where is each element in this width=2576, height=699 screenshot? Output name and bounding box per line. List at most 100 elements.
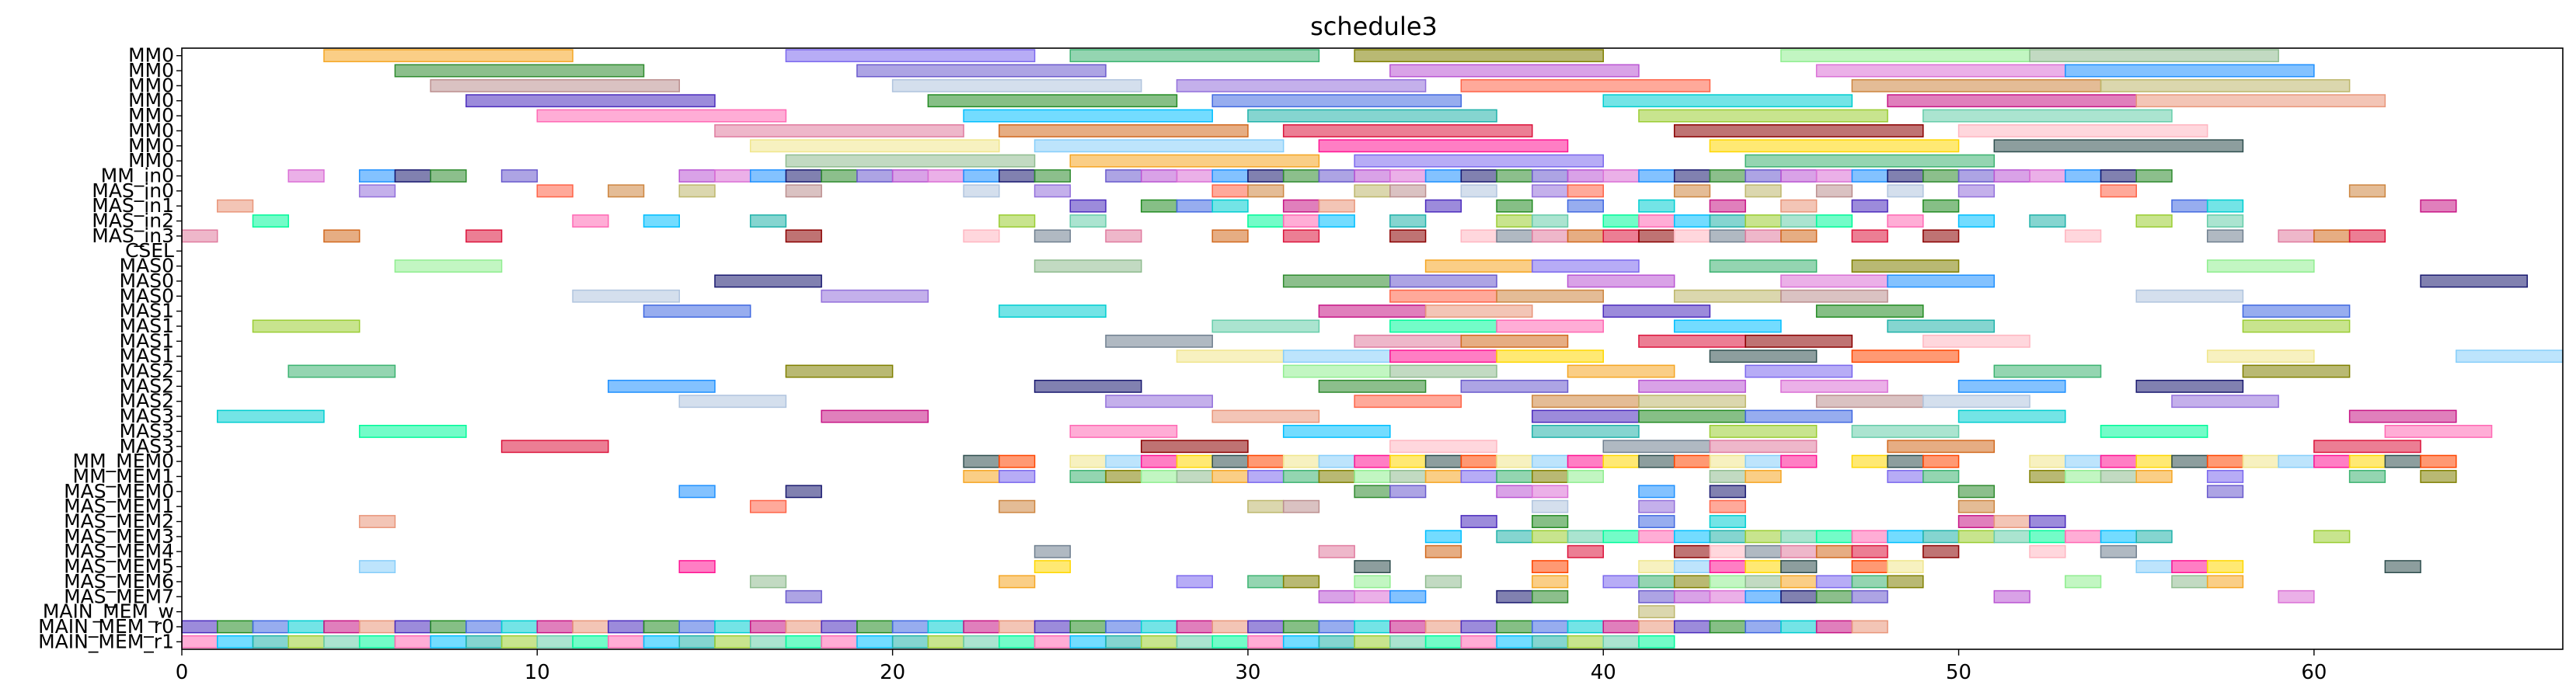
task-bar — [1638, 334, 1746, 348]
task-bar — [1745, 470, 1782, 483]
task-bar — [1105, 620, 1142, 634]
task-bar — [1673, 184, 1711, 198]
task-bar — [1247, 635, 1285, 649]
task-bar — [1069, 154, 1320, 168]
task-bar — [2135, 214, 2173, 228]
task-bar — [1211, 454, 1249, 468]
task-bar — [2135, 470, 2173, 483]
task-bar — [2100, 454, 2137, 468]
task-bar — [1567, 544, 1605, 558]
task-bar — [1496, 319, 1605, 333]
task-bar — [643, 214, 680, 228]
task-bar — [1709, 139, 1960, 153]
task-bar — [1532, 184, 1569, 198]
task-bar — [1318, 199, 1355, 213]
task-bar — [1957, 485, 1996, 499]
task-bar — [1532, 425, 1640, 438]
task-bar — [1709, 544, 1746, 558]
y-tick-label: MAS1 — [120, 300, 174, 322]
y-tick-label: MAS_in2 — [92, 210, 174, 232]
y-tick-label: MM_MEM0 — [73, 450, 174, 472]
task-bar — [430, 169, 467, 183]
task-bar — [1745, 169, 1782, 183]
task-bar — [1211, 229, 1249, 243]
task-bar — [1532, 169, 1569, 183]
task-bar — [1780, 589, 1818, 603]
task-bar — [2420, 199, 2457, 213]
task-bar — [1176, 635, 1213, 649]
task-bar — [394, 635, 431, 649]
task-bar — [999, 499, 1036, 513]
y-tick-label: MAS_MEM0 — [64, 480, 174, 503]
task-bar — [1460, 78, 1711, 92]
y-tick-label: MAS_MEM1 — [64, 495, 174, 517]
task-bar — [2065, 169, 2102, 183]
task-bar — [785, 589, 822, 603]
task-bar — [1069, 470, 1107, 483]
task-bar — [1638, 199, 1675, 213]
task-bar — [536, 184, 573, 198]
task-bar — [2029, 470, 2066, 483]
task-bar — [1638, 620, 1675, 634]
task-bar — [927, 94, 1178, 108]
task-bar — [1496, 589, 1533, 603]
task-bar — [1957, 530, 1996, 544]
task-bar — [2206, 560, 2244, 574]
task-bar — [999, 124, 1249, 137]
task-bar — [1638, 515, 1675, 528]
task-bar — [891, 78, 1142, 92]
task-bar — [1282, 364, 1391, 378]
task-bar — [1496, 530, 1533, 544]
task-bar — [1034, 560, 1072, 574]
task-bar — [1211, 635, 1249, 649]
task-bar — [1532, 395, 1640, 409]
task-bar — [785, 364, 894, 378]
task-bar — [1638, 589, 1675, 603]
task-bar — [1282, 499, 1320, 513]
task-bar — [1105, 454, 1142, 468]
x-tick-label: 50 — [1946, 661, 1971, 684]
task-bar — [2065, 470, 2102, 483]
task-bar — [1638, 530, 1675, 544]
task-bar — [1957, 214, 1996, 228]
y-tick-label: MM_MEM1 — [73, 464, 174, 487]
task-bar — [1389, 169, 1427, 183]
task-bar — [2206, 470, 2244, 483]
task-bar — [1034, 229, 1072, 243]
task-bar — [323, 229, 361, 243]
task-bar — [394, 620, 431, 634]
task-bar — [1745, 575, 1782, 589]
task-bar — [1567, 454, 1605, 468]
task-bar — [1887, 560, 1924, 574]
task-bar — [999, 470, 1036, 483]
task-bar — [1887, 319, 1996, 333]
task-bar — [1851, 530, 1888, 544]
task-bar — [821, 620, 858, 634]
task-bar — [1745, 620, 1782, 634]
task-bar — [608, 620, 645, 634]
task-bar — [2348, 409, 2457, 423]
task-bar — [1211, 199, 1249, 213]
task-bar — [1389, 589, 1427, 603]
task-bar — [465, 635, 503, 649]
task-bar — [999, 575, 1036, 589]
task-bar — [1993, 169, 2030, 183]
task-bar — [2029, 49, 2279, 63]
task-bar — [1567, 364, 1675, 378]
task-bar — [1815, 589, 1853, 603]
task-bar — [2029, 544, 2066, 558]
task-bar — [2313, 530, 2351, 544]
task-bar — [1673, 289, 1782, 303]
task-bar — [1424, 470, 1462, 483]
task-bar — [2348, 229, 2386, 243]
task-bar — [1069, 49, 1320, 63]
task-bar — [927, 620, 964, 634]
x-tick-label: 10 — [525, 661, 550, 684]
y-tick-label: MAS3 — [120, 435, 174, 457]
task-bar — [2065, 229, 2102, 243]
task-bar — [1567, 274, 1675, 288]
task-bar — [1424, 620, 1462, 634]
y-tick-label: MAS_MEM2 — [64, 510, 174, 533]
task-bar — [1460, 470, 1497, 483]
task-bar — [2278, 589, 2315, 603]
